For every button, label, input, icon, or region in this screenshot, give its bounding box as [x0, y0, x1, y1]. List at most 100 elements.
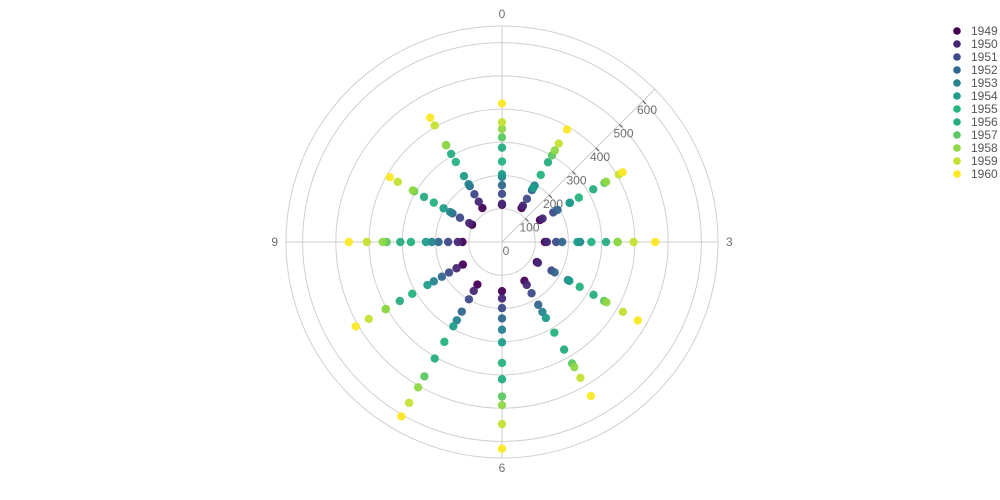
data-point[interactable]: [444, 268, 454, 277]
data-point[interactable]: [550, 268, 559, 277]
data-point[interactable]: [497, 400, 507, 410]
data-point[interactable]: [449, 322, 458, 331]
data-point[interactable]: [633, 316, 643, 325]
data-point[interactable]: [378, 237, 387, 247]
data-point[interactable]: [429, 198, 438, 207]
data-point[interactable]: [473, 280, 482, 289]
data-point[interactable]: [543, 158, 553, 167]
data-point[interactable]: [553, 205, 562, 215]
data-point[interactable]: [419, 192, 429, 202]
legend-item-1959[interactable]: 1959: [953, 154, 998, 168]
data-point[interactable]: [542, 237, 552, 247]
data-point[interactable]: [430, 121, 439, 130]
data-point[interactable]: [497, 358, 507, 368]
data-point[interactable]: [534, 300, 543, 309]
data-point[interactable]: [437, 272, 447, 281]
data-point[interactable]: [527, 289, 536, 298]
data-point[interactable]: [406, 237, 416, 247]
data-point[interactable]: [497, 338, 507, 347]
data-point[interactable]: [497, 419, 507, 429]
data-point[interactable]: [497, 314, 507, 323]
legend-item-1956[interactable]: 1956: [953, 115, 998, 129]
data-point[interactable]: [393, 177, 403, 187]
data-point[interactable]: [559, 345, 569, 354]
data-point[interactable]: [574, 193, 584, 202]
data-point[interactable]: [550, 146, 560, 155]
data-point[interactable]: [439, 204, 448, 213]
data-point[interactable]: [430, 354, 439, 363]
data-point[interactable]: [586, 391, 596, 401]
data-point[interactable]: [421, 237, 431, 247]
data-point[interactable]: [497, 325, 507, 334]
legend-item-1955[interactable]: 1955: [953, 102, 998, 116]
data-point[interactable]: [464, 295, 474, 304]
data-point[interactable]: [426, 113, 435, 122]
data-point[interactable]: [497, 180, 507, 190]
data-point[interactable]: [529, 183, 538, 193]
data-point[interactable]: [478, 203, 487, 213]
data-point[interactable]: [497, 199, 507, 208]
data-point[interactable]: [497, 189, 507, 199]
data-point[interactable]: [404, 398, 414, 408]
data-point[interactable]: [457, 307, 466, 316]
data-point[interactable]: [397, 412, 406, 421]
data-point[interactable]: [458, 260, 468, 269]
legend-item-1960[interactable]: 1960: [953, 167, 998, 181]
data-point[interactable]: [538, 214, 547, 223]
data-point[interactable]: [351, 322, 361, 331]
legend[interactable]: 1949195019511952195319541955195619571958…: [953, 24, 998, 181]
data-point[interactable]: [451, 157, 461, 167]
data-point[interactable]: [497, 170, 507, 179]
legend-item-1952[interactable]: 1952: [953, 63, 998, 77]
data-point[interactable]: [452, 264, 461, 273]
data-point[interactable]: [565, 276, 574, 286]
data-point[interactable]: [434, 237, 443, 247]
data-point[interactable]: [408, 186, 417, 195]
data-point[interactable]: [522, 280, 531, 290]
data-point[interactable]: [364, 314, 373, 324]
data-point[interactable]: [497, 294, 507, 303]
data-point[interactable]: [650, 237, 660, 247]
data-point[interactable]: [497, 124, 507, 134]
data-point[interactable]: [474, 197, 483, 206]
data-point[interactable]: [573, 237, 582, 247]
data-point[interactable]: [470, 190, 479, 199]
legend-item-1957[interactable]: 1957: [953, 128, 998, 142]
data-point[interactable]: [396, 237, 405, 247]
data-point[interactable]: [453, 237, 463, 247]
legend-item-1951[interactable]: 1951: [953, 50, 998, 64]
data-point[interactable]: [395, 296, 405, 306]
data-point[interactable]: [554, 139, 564, 148]
data-point[interactable]: [562, 125, 572, 134]
legend-item-1949[interactable]: 1949: [953, 24, 998, 38]
data-point[interactable]: [541, 313, 551, 323]
legend-item-1958[interactable]: 1958: [953, 141, 998, 155]
data-point[interactable]: [613, 237, 622, 247]
legend-item-1954[interactable]: 1954: [953, 89, 998, 103]
data-point[interactable]: [565, 198, 574, 208]
legend-item-1950[interactable]: 1950: [953, 37, 998, 51]
data-point[interactable]: [629, 237, 638, 247]
data-point[interactable]: [362, 237, 371, 247]
data-point[interactable]: [550, 328, 559, 337]
data-point[interactable]: [587, 237, 596, 247]
data-point[interactable]: [602, 298, 611, 307]
data-point[interactable]: [385, 173, 394, 182]
data-point[interactable]: [589, 290, 598, 300]
data-point[interactable]: [446, 149, 456, 159]
data-point[interactable]: [497, 375, 507, 384]
data-point[interactable]: [423, 280, 432, 290]
data-point[interactable]: [429, 277, 438, 286]
data-point[interactable]: [464, 218, 474, 228]
data-point[interactable]: [464, 179, 473, 189]
data-point[interactable]: [618, 307, 628, 316]
data-point[interactable]: [427, 237, 437, 247]
data-point[interactable]: [445, 207, 455, 217]
data-point[interactable]: [497, 444, 507, 453]
data-point[interactable]: [497, 303, 507, 313]
data-point[interactable]: [601, 177, 611, 187]
data-point[interactable]: [522, 194, 532, 204]
data-point[interactable]: [551, 237, 561, 247]
data-point[interactable]: [589, 185, 598, 194]
data-point[interactable]: [344, 237, 354, 247]
